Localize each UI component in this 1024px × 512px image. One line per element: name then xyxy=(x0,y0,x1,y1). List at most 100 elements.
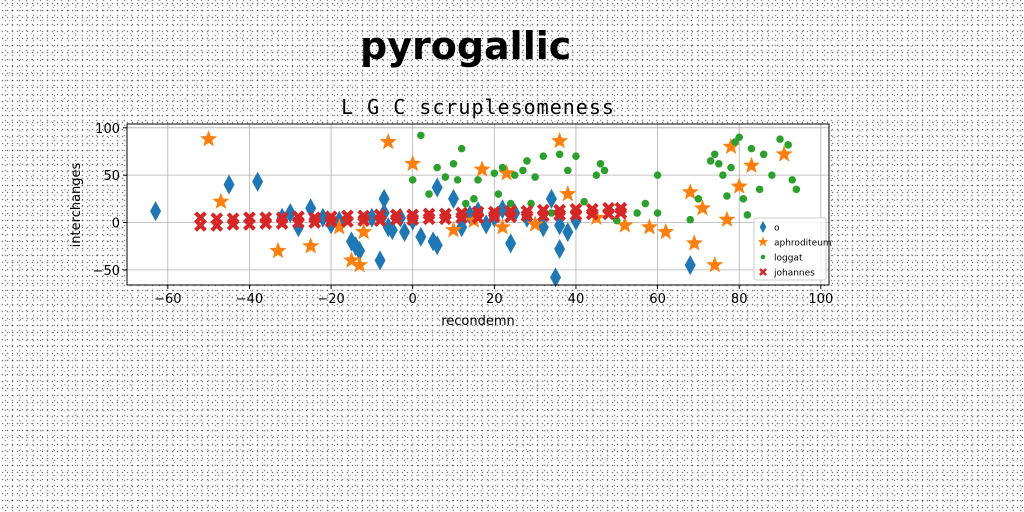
data-point xyxy=(498,163,507,172)
data-point xyxy=(386,220,398,241)
data-point xyxy=(212,192,230,209)
data-point xyxy=(742,156,760,173)
data-point xyxy=(775,145,793,162)
x-tick-label: 20 xyxy=(486,292,503,307)
data-point xyxy=(559,185,577,202)
marks-layer xyxy=(150,130,801,288)
data-point xyxy=(341,215,354,228)
data-point xyxy=(150,201,162,222)
data-point xyxy=(550,267,562,288)
data-point xyxy=(324,215,338,228)
data-point xyxy=(551,132,569,149)
data-point xyxy=(722,137,740,154)
page-headline: pyrogallic xyxy=(360,24,572,68)
data-point xyxy=(399,221,411,242)
data-point xyxy=(727,163,735,172)
data-point xyxy=(379,133,397,150)
data-point xyxy=(719,171,727,179)
data-point xyxy=(602,207,615,221)
data-point xyxy=(739,195,748,203)
plot-frame xyxy=(126,123,830,286)
data-point xyxy=(494,190,503,198)
data-point xyxy=(616,216,634,233)
data-point xyxy=(755,185,764,194)
legend-label: johannes xyxy=(773,269,815,279)
data-point xyxy=(706,256,724,273)
legend-box xyxy=(753,217,827,281)
data-point xyxy=(438,212,452,226)
data-point xyxy=(505,233,517,254)
data-point xyxy=(547,209,556,217)
legend-marker xyxy=(759,268,767,276)
data-point xyxy=(694,195,703,203)
data-point xyxy=(302,237,320,254)
y-tick-label: −50 xyxy=(93,264,120,279)
data-point xyxy=(569,208,583,222)
data-point xyxy=(784,141,792,149)
data-point xyxy=(523,157,531,165)
data-point xyxy=(539,152,548,160)
data-point xyxy=(417,131,425,140)
data-point xyxy=(415,226,427,247)
data-point xyxy=(504,210,518,224)
x-tick-label: 0 xyxy=(409,292,417,307)
data-point xyxy=(433,163,441,172)
data-point xyxy=(354,240,366,261)
data-point xyxy=(653,171,662,179)
data-point xyxy=(592,171,601,179)
data-point xyxy=(408,176,417,184)
data-point xyxy=(520,209,534,223)
data-point xyxy=(585,207,599,221)
series-loggat xyxy=(408,131,801,225)
data-point xyxy=(355,223,373,240)
data-point xyxy=(531,173,539,181)
data-point xyxy=(580,197,588,206)
data-point xyxy=(210,218,224,232)
data-point xyxy=(425,190,433,198)
data-point xyxy=(373,214,387,227)
data-point xyxy=(389,213,403,227)
y-axis-label: interchanges xyxy=(69,162,84,247)
data-point xyxy=(461,199,470,208)
chart-title: L G C scruplesomeness xyxy=(341,95,615,119)
legend-label: loggat xyxy=(774,254,803,264)
data-point xyxy=(471,211,485,225)
x-tick-label: 60 xyxy=(649,292,666,307)
data-point xyxy=(685,234,703,251)
data-point xyxy=(506,199,515,208)
data-point xyxy=(404,154,422,172)
data-point xyxy=(653,209,662,217)
data-point xyxy=(422,212,436,226)
data-point xyxy=(553,208,567,222)
data-point xyxy=(735,133,743,142)
legend-label: aphroditeum xyxy=(774,239,832,249)
data-point xyxy=(431,235,443,256)
data-point xyxy=(633,209,641,217)
data-point xyxy=(792,185,801,194)
data-point xyxy=(493,218,511,235)
data-point xyxy=(747,144,756,153)
data-point xyxy=(600,166,609,175)
legend-label: o xyxy=(774,224,780,234)
data-point xyxy=(612,216,621,225)
data-point xyxy=(305,198,317,219)
x-tick-label: 40 xyxy=(568,292,585,307)
data-point xyxy=(448,188,460,209)
data-point xyxy=(555,150,564,159)
data-point xyxy=(374,250,386,271)
data-point xyxy=(743,211,752,219)
data-point xyxy=(406,213,420,227)
data-point xyxy=(562,221,574,242)
data-point xyxy=(596,159,605,168)
series-aphroditeum xyxy=(200,130,793,273)
data-point xyxy=(292,216,305,229)
data-point xyxy=(490,169,499,178)
data-point xyxy=(342,251,360,268)
x-tick-label: 100 xyxy=(808,292,833,307)
x-axis-label: recondemn xyxy=(441,314,515,329)
data-point xyxy=(457,144,466,153)
data-point xyxy=(259,217,273,230)
data-point xyxy=(710,150,719,159)
data-point xyxy=(269,241,287,259)
